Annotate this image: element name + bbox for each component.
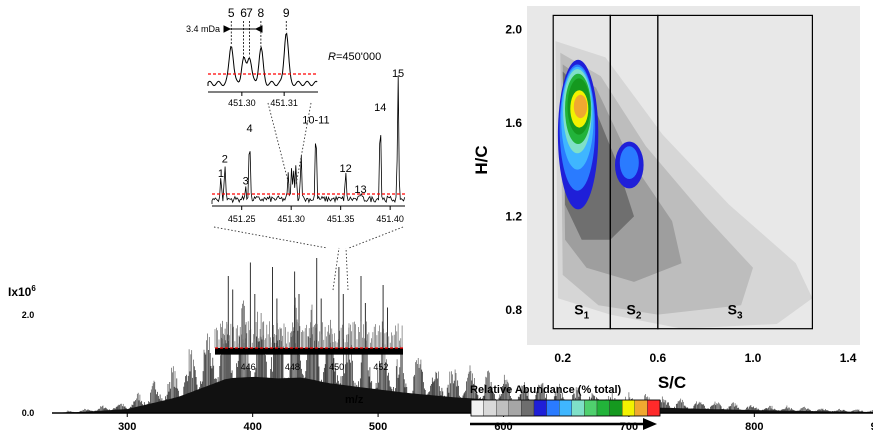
zoom-3-peak-label: 7 <box>246 6 253 20</box>
zoom-connectors-1 <box>332 247 349 291</box>
zoom-2-peak-label: 14 <box>374 102 386 114</box>
colorbar-swatch <box>496 399 510 417</box>
zoom-3-mda-arrow <box>223 25 263 33</box>
colorbar-frame <box>470 399 661 417</box>
colorbar-swatch <box>483 399 497 417</box>
zoom-2-peak-label: 4 <box>247 123 253 135</box>
mass-spectrum-x-label: m/z <box>345 394 364 406</box>
y-tick-label: 1.6 <box>505 116 522 130</box>
region-box <box>657 14 813 330</box>
zoom-2-peak-label: 1 <box>218 168 224 180</box>
colorbar-swatch <box>571 399 585 417</box>
colorbar-swatch <box>559 399 573 417</box>
zoom-2-x-ticks: 451.25 451.30 451.35 451.40 <box>228 206 404 224</box>
colorbar-label: Relative Abundance (% total) <box>470 384 622 396</box>
x-tick-label: 0.6 <box>649 351 666 365</box>
zoom-1-panel: 446 448 450 452 <box>214 258 403 372</box>
zoom-3-mda-annotation: 3.4 mDa <box>186 24 220 34</box>
zoom-connectors-2 <box>213 226 404 249</box>
colorbar-swatch <box>647 399 661 417</box>
zoom-2-peak-label: 13 <box>354 184 366 196</box>
zoom-3-resolution: R=450'000 <box>328 51 381 63</box>
zoom-3-peak-label: 8 <box>258 6 265 20</box>
colorbar-swatch <box>609 399 623 417</box>
x-tick-label: 451.30 <box>228 98 256 108</box>
x-tick-label: 0.2 <box>554 351 571 365</box>
zoom-2-panel: 451.25 451.30 451.35 451.40 123410-11121314… <box>211 68 406 224</box>
x-tick-label: 800 <box>745 421 763 433</box>
density-core <box>573 94 588 119</box>
mass-spectrum-peaks <box>52 297 873 413</box>
colorbar-swatch <box>596 399 610 417</box>
colorbar <box>470 399 661 417</box>
colorbar-swatch <box>521 399 535 417</box>
x-tick-label: 400 <box>243 421 261 433</box>
zoom-3-peak-label: 9 <box>283 6 290 20</box>
mass-spectrum-y-label: Ix106 <box>8 284 36 299</box>
heatmap-regions: S1 S2 S3 <box>552 14 813 330</box>
zoom-2-peaks <box>211 75 406 204</box>
colorbar-swatch <box>634 399 648 417</box>
x-tick-label: 500 <box>369 421 387 433</box>
zoom-1-baseline <box>215 348 403 354</box>
x-tick-label: 451.31 <box>270 98 298 108</box>
colorbar-swatch <box>508 399 522 417</box>
zoom-connectors-3 <box>267 102 312 186</box>
zoom-3-x-ticks: 451.30 451.31 <box>228 92 298 108</box>
y-tick-label: 2.0 <box>505 22 522 36</box>
zoom-2-peak-label: 10-11 <box>302 114 329 126</box>
x-tick-label: 446 <box>241 362 256 372</box>
zoom-2-peak-label: 15 <box>392 68 404 80</box>
zoom-3-peak-label: 6 <box>240 6 247 20</box>
heatmap-density <box>555 41 813 329</box>
zoom-2-peak-label: 2 <box>222 153 228 165</box>
zoom-3-peaks <box>207 32 318 87</box>
density-patch <box>619 146 639 180</box>
van-krevelen-panel: S1 S2 S3 0.2 0.6 1.0 1.4 0.8 1.2 1.6 2.0 S/C H/C… <box>470 6 860 430</box>
zoom-3-profile <box>207 32 318 87</box>
zoom-1-x-ticks: 446 448 450 452 <box>241 362 389 372</box>
region-label: S3 <box>728 302 743 322</box>
colorbar-swatch <box>470 399 484 417</box>
y-tick-label: 1.2 <box>505 209 522 223</box>
spectrum-base <box>52 376 873 413</box>
x-tick-label: 451.25 <box>228 214 256 224</box>
colorbar-swatch <box>533 399 547 417</box>
heatmap-y-label: H/C <box>472 145 491 174</box>
zoom-2-profile <box>211 75 406 204</box>
mass-spectrum-panel: 300400500600700800900 Ix106 2.0 0.0 m/z <box>8 284 873 433</box>
mass-spectrum-y-tick: 2.0 <box>22 310 35 320</box>
x-tick-label: 1.4 <box>840 351 857 365</box>
heatmap-y-ticks: 0.8 1.2 1.6 2.0 <box>505 22 522 317</box>
x-tick-label: 450 <box>329 362 344 372</box>
zoom-1-peaks <box>214 258 403 354</box>
zoom-2-peak-label: 3 <box>243 175 249 187</box>
mass-spectrum-y-tick: 0.0 <box>22 408 35 418</box>
x-tick-label: 451.40 <box>376 214 404 224</box>
colorbar-arrow <box>470 418 657 430</box>
x-tick-label: 448 <box>285 362 300 372</box>
region-label: S1 <box>574 302 589 322</box>
zoom-2-peak-label: 12 <box>339 163 351 175</box>
x-tick-label: 451.35 <box>327 214 355 224</box>
colorbar-swatch <box>546 399 560 417</box>
region-label: S2 <box>627 302 642 322</box>
x-tick-label: 1.0 <box>745 351 762 365</box>
colorbar-swatch <box>622 399 636 417</box>
colorbar-swatch <box>584 399 598 417</box>
zoom-3-peak-label: 5 <box>228 6 235 20</box>
heatmap-x-label: S/C <box>658 373 686 392</box>
x-tick-label: 300 <box>118 421 136 433</box>
x-tick-label: 900 <box>871 421 873 433</box>
x-tick-label: 451.30 <box>277 214 305 224</box>
y-tick-label: 0.8 <box>505 303 522 317</box>
x-tick-label: 452 <box>373 362 388 372</box>
heatmap-x-ticks: 0.2 0.6 1.0 1.4 <box>554 351 856 365</box>
